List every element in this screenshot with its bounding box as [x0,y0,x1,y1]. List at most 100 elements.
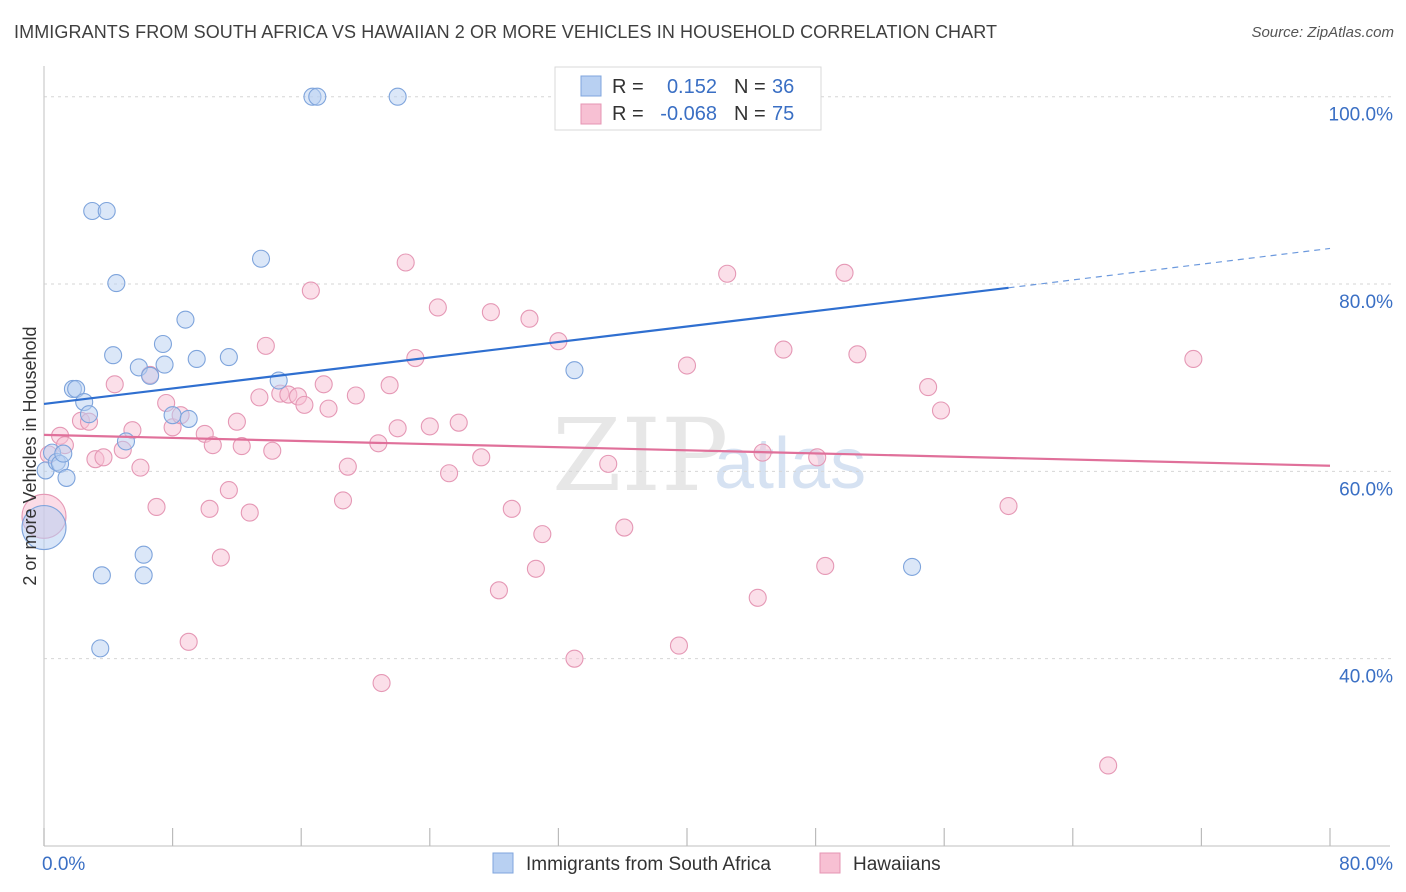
chart-title: IMMIGRANTS FROM SOUTH AFRICA VS HAWAIIAN… [14,22,998,42]
y-tick-labels: 40.0% 60.0% 80.0% 100.0% [1329,105,1394,688]
hawaiians-point [295,395,314,414]
hawaiians-point [301,281,320,300]
south-africa-point [107,274,126,293]
y-tick-label-40: 40.0% [1339,667,1393,688]
south-africa-point [163,406,182,425]
hawaiians-point [105,375,124,394]
south-africa-point [116,432,136,451]
series-south-africa-points [21,87,922,658]
hawaiians-point [219,481,238,500]
hawaiians-point [227,412,246,431]
south-africa-point [176,310,195,329]
legend-n-label-1: N = [734,76,766,98]
y-tick-label-60: 60.0% [1339,479,1393,500]
hawaiians-point [526,559,545,578]
hawaiians-point [1184,349,1203,369]
hawaiians-point [94,448,113,467]
south-africa-point [902,557,922,576]
hawaiians-point [533,525,552,544]
hawaiians-point [481,303,500,322]
hawaiians-point [748,588,767,607]
south-africa-point [565,361,584,380]
gridlines [44,96,1392,660]
south-africa-point [153,334,173,354]
hawaiians-point [565,649,584,668]
south-africa-point [54,444,73,463]
legend-n-value-2: 75 [772,103,794,125]
south-africa-point [91,639,110,658]
south-africa-point [155,355,174,374]
south-africa-point [79,405,99,424]
hawaiians-point [131,458,150,477]
x-tick-label-max: 80.0% [1339,854,1393,875]
hawaiians-point [615,518,634,537]
watermark-atlas: atlas [714,424,866,504]
legend-r-value-2: -0.068 [660,103,717,125]
hawaiians-point [489,581,508,600]
hawaiians-point [380,376,399,395]
stats-legend: R = 0.152 N = 36 R = -0.068 N = 75 [554,66,822,131]
hawaiians-point [440,464,459,483]
south-africa-point [179,409,198,428]
hawaiians-point [250,388,269,407]
south-africa-point [388,87,407,106]
hawaiians-point [808,448,827,467]
hawaiians-point [263,441,282,460]
legend-blue-swatch [580,75,602,97]
legend-n-value-1: 36 [772,76,794,98]
south-africa-point [134,545,153,564]
south-africa-point [308,87,327,106]
watermark-zip: ZIP [552,397,728,514]
y-axis-title: 2 or more Vehicles in Household [20,326,40,585]
x-tick-labels: 0.0% 80.0% [42,854,1393,875]
south-africa-point [57,468,76,487]
hawaiians-point [346,386,365,405]
hawaiians-point [147,497,166,517]
hawaiians-point [200,499,219,518]
trend-lines [43,247,1331,467]
series-legend: Immigrants from South Africa Hawaiians [492,852,941,875]
hawaiians-point [848,345,867,364]
south-africa-point [141,366,160,385]
hawaiians-point [449,413,468,432]
south-africa-point [21,505,67,551]
hawaiians-point [774,340,793,359]
hawaiians-point [240,503,259,522]
hawaiians-trend-line [43,433,1331,467]
south-africa-trend-extension [1008,247,1331,289]
hawaiians-point [179,632,198,651]
hawaiians-point [816,556,835,576]
hawaiians-point [372,673,391,693]
legend-pink-swatch [580,103,602,125]
south-africa-point [92,566,111,585]
hawaiians-point [396,253,415,272]
hawaiians-point [919,378,938,397]
hawaiians-point [669,636,689,655]
hawaiians-point [333,491,353,510]
source-label: Source: ZipAtlas.com [1251,24,1394,41]
legend-r-label-2: R = [612,103,644,125]
south-africa-point [219,348,238,367]
legend-r-label-1: R = [612,76,644,98]
hawaiians-point [314,375,333,394]
legend-r-value-1: 0.152 [667,76,717,98]
south-africa-point [134,566,153,585]
south-africa-point [104,346,123,365]
hawaiians-point [420,417,439,436]
hawaiians-point [718,264,737,283]
hawaiians-point [677,356,697,375]
hawaiians-point [203,436,222,455]
hawaiians-point [999,496,1018,516]
legend-hawaiians-label: Hawaiians [853,854,941,875]
hawaiians-point [338,457,357,476]
hawaiians-point [319,399,338,418]
south-africa-point [251,249,271,268]
legend-n-label-2: N = [734,103,766,125]
hawaiians-point [599,454,618,473]
hawaiians-point [931,401,951,420]
hawaiians-point [520,309,539,328]
y-tick-label-80: 80.0% [1339,292,1393,313]
hawaiians-point [502,499,521,518]
hawaiians-point [1099,756,1118,775]
